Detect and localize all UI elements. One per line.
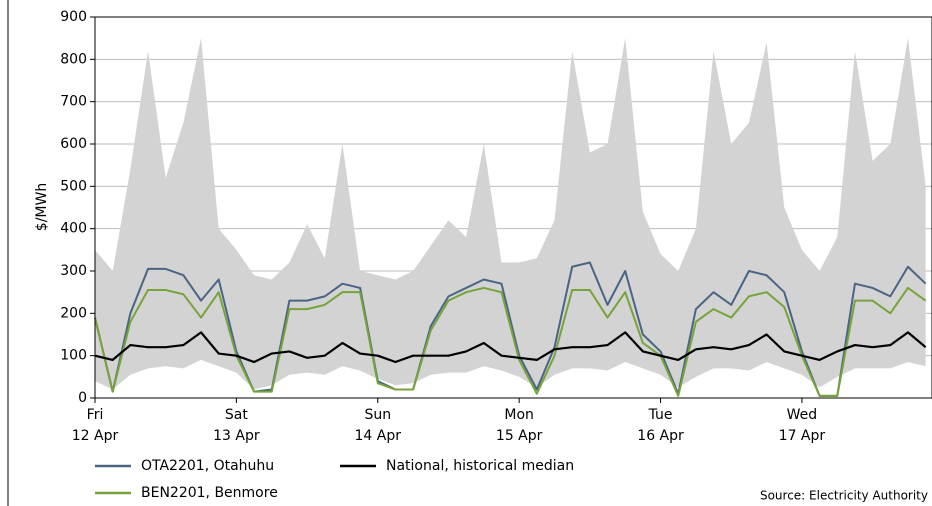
y-tick-label: 300 [60,263,87,279]
x-tick-label: Fri [87,407,104,423]
series-line [94,331,927,364]
x-tick-label: 15 Apr [496,428,543,444]
x-tick-label: Mon [504,407,534,423]
y-tick-label: 800 [60,51,87,67]
x-tick-label: Tue [648,407,673,423]
x-tick-label: 13 Apr [213,428,260,444]
source-note: Source: Electricity Authority [760,489,928,503]
y-tick-label: 900 [60,9,87,25]
y-tick-label: 400 [60,221,87,237]
x-tick-label: 17 Apr [779,428,826,444]
series-line [94,286,927,397]
plot-frame [94,16,932,399]
x-tick-label: Sun [364,407,391,423]
series-line [94,261,927,397]
x-tick-label: 12 Apr [72,428,119,444]
y-axis-label: $/MWh [34,183,50,231]
y-tick-label: 200 [60,305,87,321]
legend-label: OTA2201, Otahuhu [141,458,274,474]
y-tick-label: 100 [60,348,87,364]
y-tick-label: 600 [60,136,87,152]
x-tick-label: 14 Apr [355,428,402,444]
legend-label: National, historical median [386,458,574,474]
x-tick-label: 16 Apr [637,428,684,444]
y-tick-label: 700 [60,94,87,110]
x-tick-label: Sat [225,407,248,423]
y-tick-label: 500 [60,178,87,194]
y-tick-label: 0 [78,390,87,406]
x-tick-label: Wed [787,407,818,423]
legend-label: BEN2201, Benmore [141,485,278,501]
historical-range-band [95,38,926,390]
